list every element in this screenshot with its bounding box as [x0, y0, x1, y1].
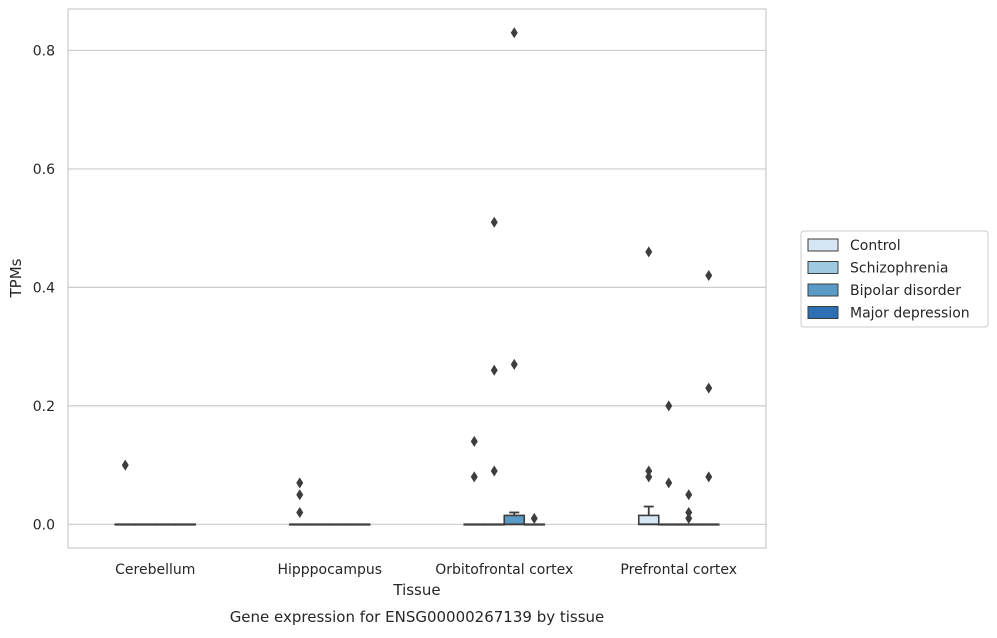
chart-caption: Gene expression for ENSG00000267139 by t…	[230, 608, 605, 626]
outlier-point	[705, 382, 713, 394]
box	[637, 514, 660, 526]
y-tick-label: 0.6	[33, 162, 55, 178]
outlier-point	[296, 477, 304, 489]
outlier-point	[645, 471, 653, 483]
x-axis-label: Tissue	[392, 581, 440, 599]
box	[503, 514, 526, 526]
y-axis-label: TPMs	[7, 258, 25, 298]
x-tick-label: Prefrontal cortex	[620, 562, 737, 578]
x-tick-label: Orbitofrontal cortex	[435, 562, 573, 578]
outlier-point	[685, 512, 693, 524]
legend-label: Major depression	[850, 306, 970, 322]
outlier-points	[121, 27, 713, 524]
outlier-point	[490, 364, 498, 376]
y-tick-label: 0.8	[33, 43, 55, 59]
outlier-point	[470, 435, 478, 447]
legend-frame	[800, 230, 989, 328]
legend-label: Schizophrenia	[850, 261, 948, 277]
y-tick-label: 0.4	[33, 280, 55, 296]
plot-frame	[67, 8, 767, 549]
outlier-point	[490, 465, 498, 477]
outlier-point	[296, 489, 304, 501]
x-tick-label: Hipppocampus	[277, 562, 382, 578]
legend-label: Bipolar disorder	[850, 283, 961, 299]
x-tick-label: Cerebellum	[115, 562, 195, 578]
y-tick-label: 0.2	[33, 399, 55, 415]
legend-swatch	[807, 283, 839, 297]
outlier-point	[685, 506, 693, 518]
outlier-point	[470, 471, 478, 483]
outlier-point	[645, 246, 653, 258]
outlier-point	[665, 477, 673, 489]
legend-label: Control	[850, 238, 901, 254]
y-gridlines	[68, 49, 766, 525]
y-tick-labels: 0.0 0.2 0.4 0.6 0.8	[33, 43, 55, 533]
legend-swatch	[807, 306, 839, 319]
outlier-point	[685, 489, 693, 501]
outlier-point	[121, 459, 129, 471]
outlier-point	[705, 471, 713, 483]
legend-swatch	[807, 261, 839, 274]
box-plot-marks	[114, 505, 720, 526]
outlier-point	[510, 27, 518, 39]
legend-swatch	[807, 238, 839, 252]
legend: Control Schizophrenia Bipolar disorder Majo…	[800, 230, 989, 328]
outlier-point	[530, 512, 538, 524]
outlier-point	[296, 506, 304, 518]
outlier-point	[705, 270, 713, 282]
outlier-point	[510, 358, 518, 370]
outlier-point	[645, 465, 653, 477]
x-tick-labels: Cerebellum Hipppocampus Orbitofrontal cort…	[115, 562, 737, 578]
outlier-point	[490, 216, 498, 228]
y-tick-label: 0.0	[33, 517, 55, 533]
outlier-point	[665, 400, 673, 412]
